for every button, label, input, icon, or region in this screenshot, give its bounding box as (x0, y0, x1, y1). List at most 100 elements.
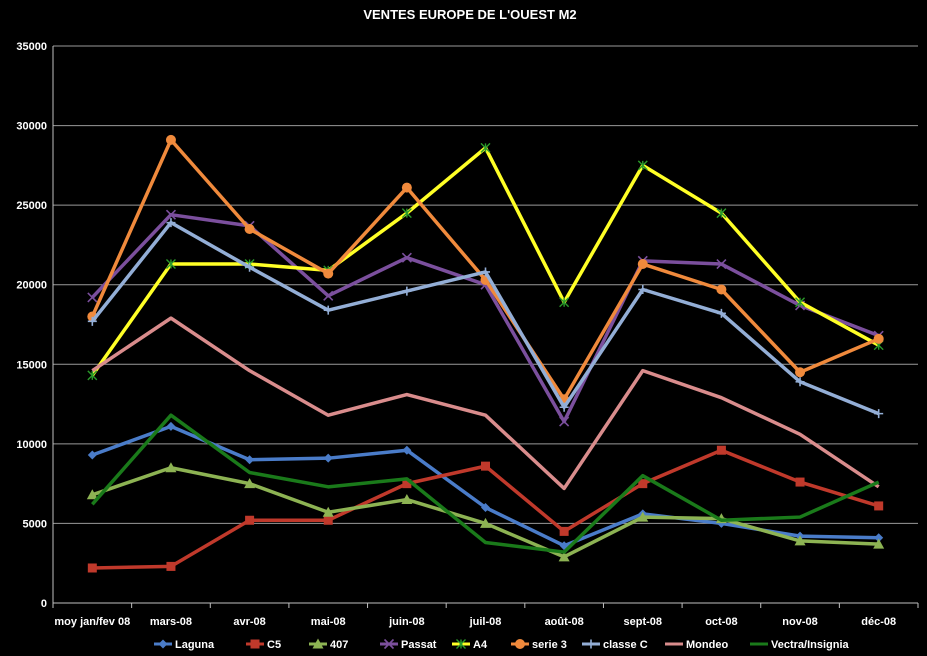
data-point (637, 160, 648, 171)
data-point (165, 462, 177, 473)
data-point (638, 284, 648, 294)
legend-marker (250, 639, 260, 649)
legend-label: A4 (473, 639, 488, 651)
legend-item: A4 (452, 639, 488, 651)
y-tick-label: 15000 (16, 359, 47, 371)
data-point (166, 421, 176, 431)
data-point (323, 305, 333, 315)
data-point (873, 538, 885, 549)
legend-label: C5 (267, 639, 281, 651)
series-line (90, 220, 880, 416)
data-point (401, 252, 412, 263)
x-tick-label: sept-08 (624, 616, 663, 628)
series-vectra-insignia (91, 413, 880, 554)
legend-label: Passat (401, 639, 437, 651)
data-point (245, 515, 255, 525)
data-point (165, 259, 176, 270)
legend: Laguna C5 407 Passat A4 serie 3 classe C Mondeo… (154, 638, 850, 651)
x-tick-label: août-08 (545, 616, 584, 628)
series-line (91, 316, 880, 491)
data-point (637, 511, 649, 522)
data-point (323, 268, 334, 279)
y-tick-label: 35000 (16, 41, 47, 53)
legend-item: Laguna (154, 639, 215, 651)
legend-item: classe C (582, 639, 648, 651)
data-point (559, 297, 570, 308)
y-tick-label: 25000 (16, 200, 47, 212)
y-tick-label: 20000 (16, 280, 47, 292)
data-point (559, 402, 569, 412)
data-point (559, 416, 570, 427)
legend-marker (456, 639, 466, 649)
x-tick-label: avr-08 (233, 616, 265, 628)
data-point (481, 267, 490, 277)
data-point (480, 142, 491, 153)
data-point (244, 224, 255, 235)
data-point (795, 477, 805, 487)
legend-item: Vectra/Insignia (750, 639, 850, 651)
data-point (558, 551, 570, 562)
data-point (716, 308, 726, 318)
data-point (480, 517, 491, 528)
legend-item: Passat (380, 638, 437, 651)
legend-item: serie 3 (511, 639, 567, 651)
data-point (481, 503, 490, 513)
data-point (638, 479, 648, 489)
data-point (165, 209, 177, 220)
legend-marker (312, 638, 324, 649)
data-point (323, 515, 333, 525)
data-point (874, 409, 884, 419)
x-axis: moy jan/fev 08 mars-08 avr-08 mai-08 juin-08… (52, 603, 919, 628)
data-point (87, 370, 98, 381)
x-tick-label: juil-08 (469, 616, 502, 628)
data-point (401, 494, 413, 505)
data-point (874, 501, 884, 511)
legend-marker (383, 638, 395, 650)
legend-item: Mondeo (665, 639, 728, 651)
data-point (322, 506, 334, 517)
data-point (86, 489, 98, 500)
data-point (481, 461, 490, 471)
data-point (245, 455, 255, 465)
data-point (716, 258, 727, 270)
data-point (795, 297, 806, 308)
series-407 (86, 462, 885, 562)
x-tick-label: oct-08 (705, 616, 737, 628)
data-point (873, 333, 884, 344)
data-point (166, 561, 176, 571)
series-c5 (87, 445, 884, 573)
data-point (874, 533, 884, 543)
series-group (86, 134, 885, 573)
data-point (323, 453, 333, 463)
data-point (795, 367, 806, 378)
legend-marker (515, 639, 525, 649)
legend-item: C5 (246, 639, 281, 651)
chart-title: VENTES EUROPE DE L'OUEST M2 (363, 7, 576, 22)
legend-label: 407 (330, 639, 348, 651)
data-point (716, 445, 726, 455)
data-point (87, 450, 97, 460)
legend-marker (586, 639, 596, 649)
legend-label: Laguna (175, 639, 215, 651)
data-point (87, 292, 98, 303)
data-point (244, 478, 256, 489)
data-point (401, 208, 412, 219)
data-point (402, 286, 412, 296)
data-point (401, 182, 412, 193)
data-point (716, 208, 727, 219)
data-point (402, 479, 412, 489)
data-point (402, 445, 412, 455)
data-point (559, 526, 569, 536)
data-point (87, 316, 97, 326)
data-point (716, 284, 727, 295)
x-tick-label: mai-08 (311, 616, 346, 628)
y-tick-label: 10000 (16, 439, 47, 451)
legend-label: Vectra/Insignia (771, 639, 850, 651)
x-tick-label: moy jan/fev 08 (54, 616, 130, 628)
legend-label: Mondeo (686, 639, 728, 651)
legend-label: classe C (603, 639, 648, 651)
series-line (91, 413, 880, 554)
series-classe-c (87, 218, 884, 419)
legend-marker (158, 639, 168, 649)
